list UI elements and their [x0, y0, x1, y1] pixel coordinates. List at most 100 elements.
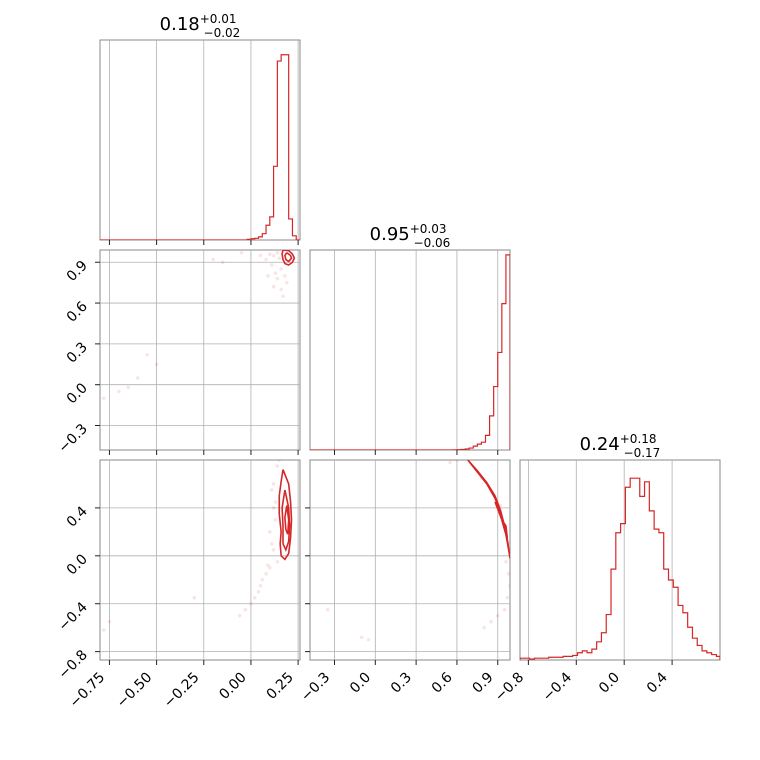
scatter-p2-p0-ytick-label-0: −0.8	[55, 647, 90, 682]
title-param2-plus: +0.18	[620, 432, 657, 446]
panel-param2-vs-param1: −0.3 0.0 0.3 0.6 0.9	[298, 452, 511, 705]
scatter-p1-p0-sample-0	[275, 250, 280, 255]
scatter-p2-p0-sample-5	[275, 559, 280, 564]
scatter-p2-p1-sample-13	[325, 607, 330, 612]
title-param1: 0.95+0.03 −0.06	[370, 222, 451, 250]
scatter-p1-p0-ytick-label-3: 0.6	[64, 299, 91, 326]
scatter-p1-p0-sample-24	[126, 385, 131, 390]
scatter-p1-p0-sample-12	[258, 253, 263, 258]
scatter-p2-p0-sample-22	[277, 460, 282, 462]
scatter-p1-p0-sample-8	[269, 263, 274, 267]
title-param1-plus: +0.03	[410, 222, 447, 236]
scatter-p2-p1-sample-14	[359, 635, 364, 640]
scatter-p1-p0-plot-area	[101, 250, 296, 401]
scatter-p2-p0-sample-20	[107, 619, 112, 624]
scatter-p2-p1-sample-4	[505, 595, 510, 600]
scatter-p2-p0-contour-2	[284, 505, 290, 535]
scatter-p2-p1-sample-8	[482, 625, 486, 630]
scatter-p1-p0-sample-4	[279, 267, 283, 271]
panel-param0-hist: 0.18+0.01 −0.02	[99, 12, 301, 245]
scatter-p2-p1-xtick-label-3: 0.6	[429, 669, 456, 696]
hist-param0-step	[100, 54, 300, 240]
scatter-p1-p0-sample-15	[211, 257, 216, 262]
scatter-p1-p0-sample-9	[264, 257, 268, 262]
panel-param2-hist: 0.24+0.18 −0.17 −0.8 −0.4 0.0 0.4	[492, 432, 721, 705]
scatter-p1-p0-sample-16	[271, 284, 276, 289]
scatter-p2-p0-sample-18	[192, 595, 197, 600]
scatter-p2-p0-sample-11	[249, 601, 253, 606]
scatter-p2-p1-xtick-label-2: 0.3	[388, 670, 415, 697]
scatter-p1-p0-sample-13	[239, 250, 244, 255]
hist-param2-xtick-label-1: −0.4	[540, 669, 575, 704]
scatter-p2-p0-sample-10	[252, 595, 257, 600]
scatter-p2-p0-xtick-label-2: −0.25	[161, 670, 203, 712]
scatter-p2-p0-xtick-label-4: 0.25	[264, 670, 297, 703]
scatter-p2-p0-contour-0	[278, 469, 293, 561]
hist-param2-xtick-label-2: 0.0	[596, 670, 623, 697]
scatter-p2-p0-ytick-label-3: 0.4	[64, 503, 91, 530]
scatter-p1-p0-sample-2	[277, 256, 282, 260]
title-param0-minus: −0.02	[204, 26, 241, 40]
scatter-p1-p0-sample-10	[284, 280, 289, 285]
scatter-p2-p0-sample-8	[260, 577, 265, 582]
scatter-p2-p0-ytick-label-2: 0.0	[64, 551, 91, 578]
scatter-p2-p1-sample-9	[504, 559, 508, 564]
scatter-p2-p1-plot-area	[325, 452, 510, 642]
scatter-p2-p0-sample-12	[243, 607, 248, 612]
scatter-p2-p0-sample-9	[256, 589, 261, 594]
title-param2: 0.24+0.18 −0.17	[580, 432, 661, 460]
scatter-p2-p1-frame	[309, 459, 511, 661]
scatter-p1-p0-sample-23	[101, 396, 106, 401]
scatter-p2-p1-sample-0	[469, 456, 473, 460]
scatter-p2-p0-frame	[99, 459, 301, 661]
scatter-p2-p0-sample-3	[268, 530, 272, 534]
panel-param1-hist: 0.95+0.03 −0.06	[309, 222, 511, 455]
scatter-p1-p0-ytick-label-4: 0.9	[64, 258, 91, 285]
scatter-p2-p0-sample-14	[273, 518, 278, 522]
scatter-p1-p0-sample-17	[266, 274, 270, 278]
scatter-p2-p0-xtick-label-1: −0.50	[114, 670, 156, 712]
scatter-p2-p0-ytick-label-1: −0.4	[55, 599, 90, 634]
scatter-p2-p1-contour-0	[467, 460, 510, 559]
scatter-p1-p0-ytick-label-1: 0.0	[64, 380, 91, 407]
scatter-p1-p0-sample-1	[271, 253, 276, 258]
scatter-p2-p1-sample-5	[502, 607, 507, 612]
hist-param0-frame	[99, 39, 301, 241]
scatter-p2-p0-sample-0	[275, 464, 280, 468]
scatter-p2-p0-sample-24	[271, 506, 276, 510]
scatter-p2-p1-sample-11	[455, 460, 459, 462]
scatter-p2-p0-sample-16	[266, 563, 270, 568]
scatter-p1-p0-sample-5	[273, 271, 278, 275]
scatter-p2-p1-sample-7	[489, 619, 493, 624]
hist-param1-step	[310, 254, 510, 450]
scatter-p2-p1-sample-3	[508, 583, 510, 588]
scatter-p2-p0-sample-1	[271, 482, 276, 486]
scatter-p2-p0-sample-19	[101, 628, 106, 632]
scatter-p1-p0-sample-21	[135, 376, 140, 380]
scatter-p1-p0-contour-1	[284, 252, 293, 263]
title-param2-median: 0.24	[580, 434, 620, 455]
title-param0: 0.18+0.01 −0.02	[160, 12, 241, 40]
scatter-p1-p0-ytick-label-2: 0.3	[64, 339, 91, 366]
panel-param2-vs-param0: −0.75 −0.50 −0.25 0.00 0.25−0.8−0.40.00.4	[55, 456, 301, 712]
scatter-p2-p0-contour-1	[281, 489, 291, 552]
scatter-p1-p0-sample-3	[268, 252, 272, 256]
scatter-p2-p0-sample-23	[287, 456, 291, 460]
scatter-p1-p0-sample-7	[275, 276, 280, 281]
title-param0-plus: +0.01	[200, 12, 237, 26]
scatter-p2-p1-sample-1	[462, 452, 466, 456]
scatter-p1-p0-sample-6	[283, 274, 287, 278]
scatter-p1-p0-contour-0	[281, 250, 296, 266]
scatter-p1-p0-sample-14	[220, 260, 225, 265]
hist-param1-frame	[309, 249, 511, 451]
title-param1-median: 0.95	[370, 224, 410, 245]
hist-param2-xtick-label-3: 0.4	[644, 669, 671, 696]
scatter-p2-p1-sample-6	[495, 613, 500, 618]
hist-param2-step	[520, 477, 720, 660]
scatter-p2-p1-xtick-label-0: −0.3	[298, 670, 333, 705]
scatter-p2-p0-sample-6	[268, 565, 272, 570]
scatter-p2-p0-sample-2	[273, 500, 278, 504]
scatter-p2-p0-plot-area	[101, 456, 293, 632]
scatter-p2-p0-sample-7	[264, 571, 268, 576]
